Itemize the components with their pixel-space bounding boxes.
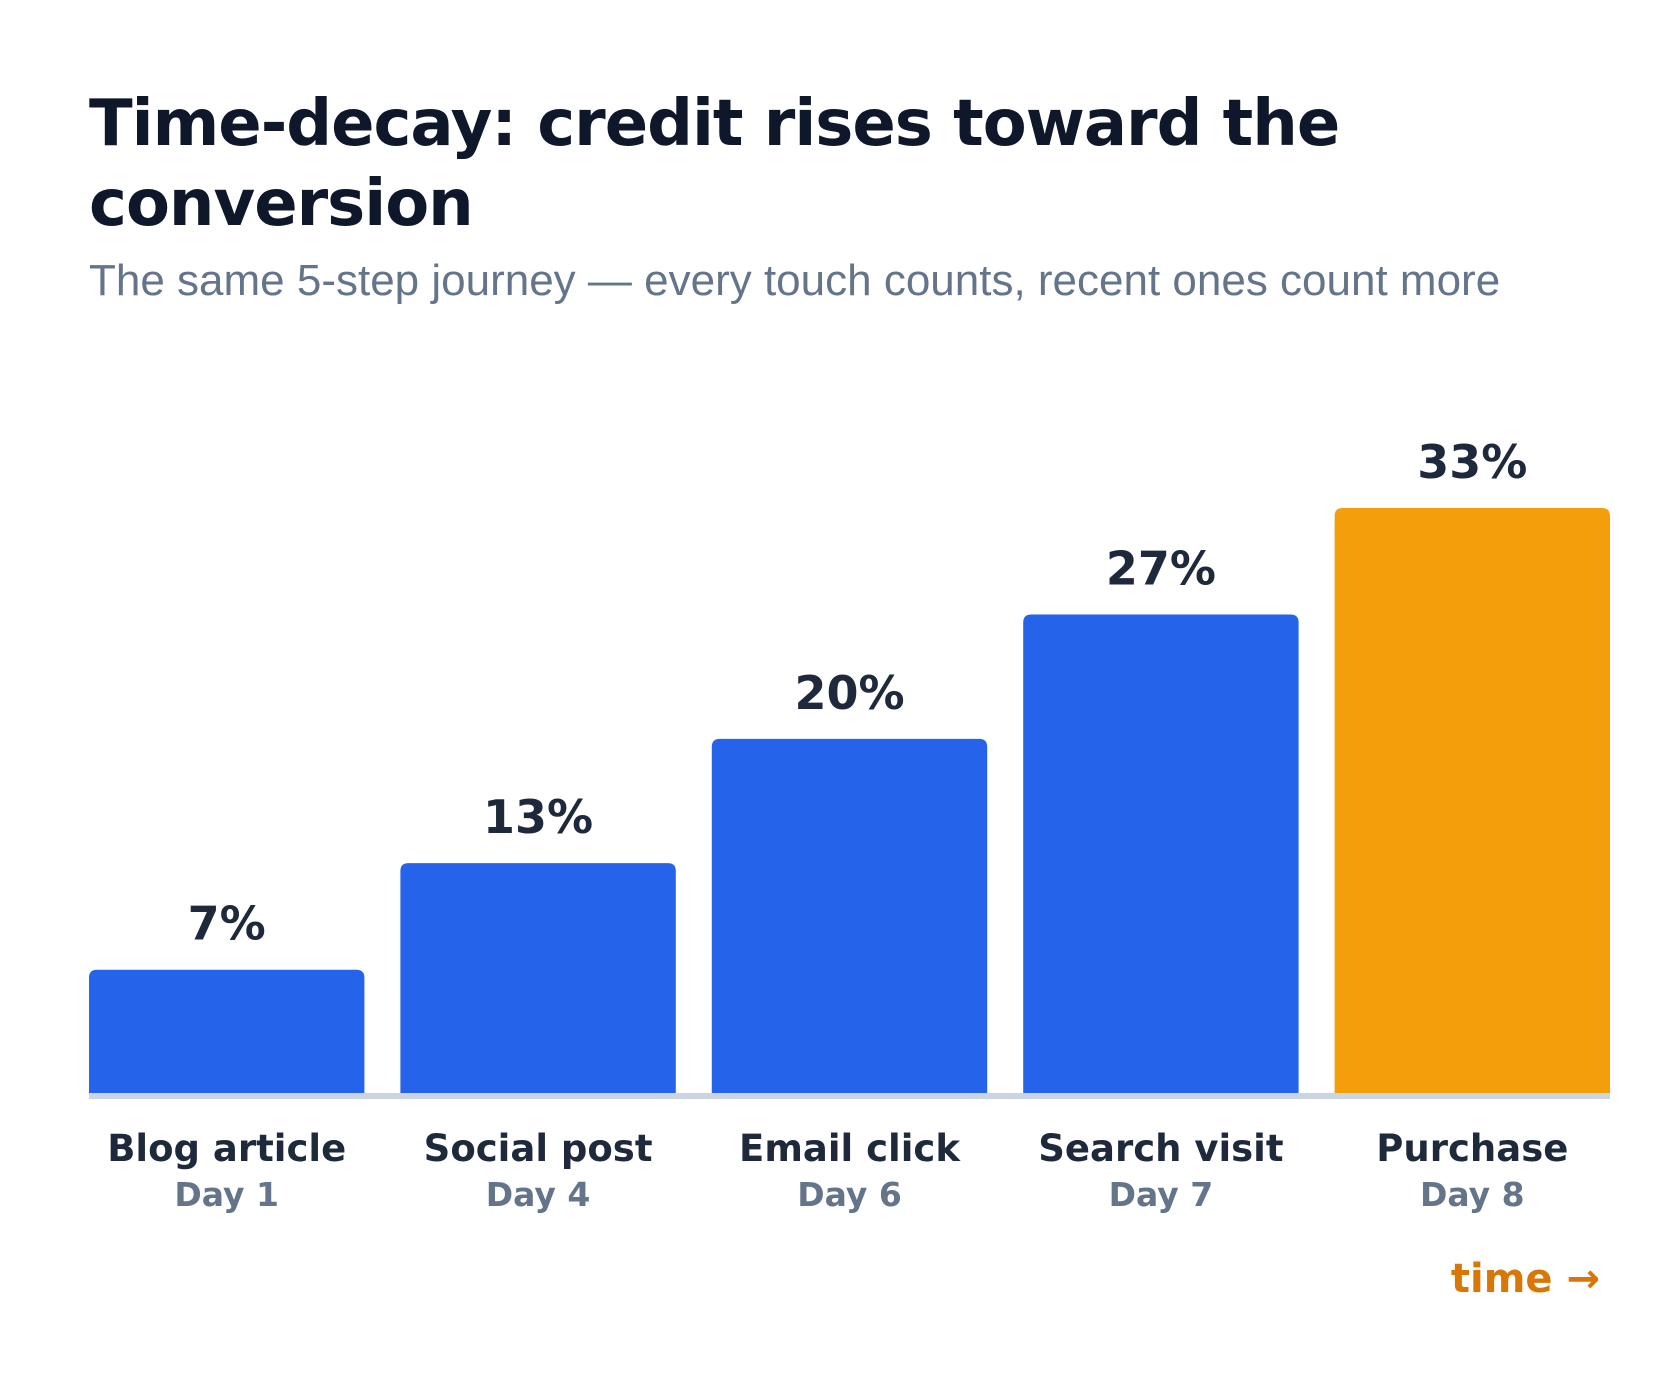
bar-purchase	[1334, 508, 1610, 1094]
day-label: Day 1	[174, 1175, 279, 1214]
day-label: Day 6	[797, 1175, 902, 1214]
value-label: 33%	[1417, 435, 1527, 489]
day-label: Day 8	[1420, 1175, 1525, 1214]
day-label: Day 4	[486, 1175, 591, 1214]
category-label: Search visit	[1038, 1127, 1283, 1170]
bar-social-post	[400, 863, 676, 1094]
category-label: Purchase	[1376, 1127, 1568, 1170]
bar-blog-article	[89, 969, 365, 1094]
chart-title: Time-decay: credit rises toward the conv…	[89, 87, 1340, 241]
value-label: 7%	[188, 897, 266, 951]
value-label: 13%	[483, 790, 593, 844]
value-label: 20%	[794, 666, 904, 720]
baseline	[89, 1093, 1610, 1099]
bar-search-visit	[1023, 614, 1299, 1094]
category-label: Blog article	[107, 1127, 346, 1170]
day-label: Day 7	[1109, 1175, 1214, 1214]
chart-subtitle: The same 5-step journey — every touch co…	[89, 256, 1501, 305]
time-axis-note: time →	[1450, 1256, 1600, 1302]
value-label: 27%	[1106, 542, 1216, 596]
category-label: Social post	[424, 1127, 653, 1170]
bar-email-click	[711, 738, 988, 1094]
category-label: Email click	[739, 1127, 961, 1170]
